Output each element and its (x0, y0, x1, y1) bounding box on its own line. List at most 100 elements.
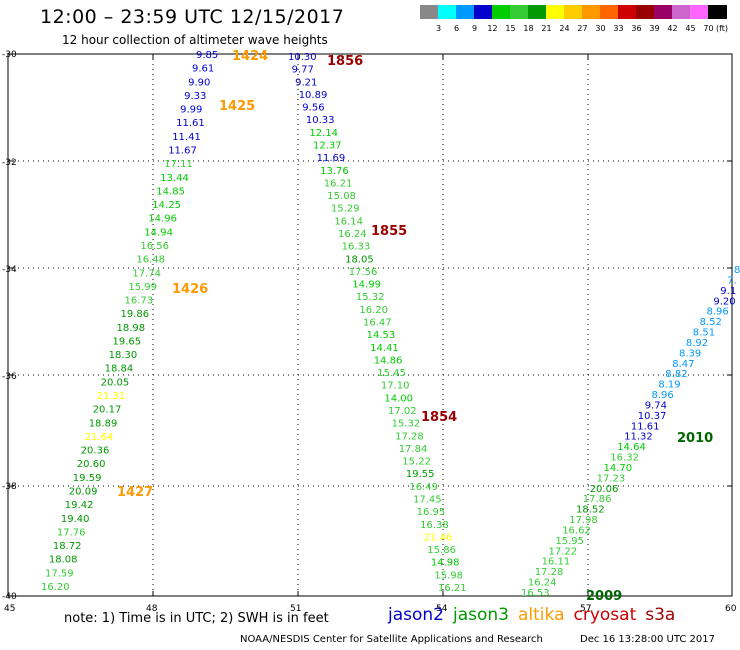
swh-value: 17.02 (388, 406, 417, 417)
swh-value: 20.36 (81, 446, 110, 457)
swh-value: 21.46 (424, 532, 453, 543)
swh-value: 19.86 (121, 309, 150, 320)
scale-swatch (510, 5, 529, 19)
swh-value: 21.31 (97, 391, 126, 402)
scale-label: 21 (541, 24, 552, 33)
swh-value: 16.33 (342, 242, 371, 253)
swh-value: 16.49 (409, 482, 438, 493)
satellite-jason3: jason3 (453, 605, 509, 625)
swh-value: 10.33 (306, 115, 335, 126)
swh-value: 16.48 (136, 255, 165, 266)
scale-swatch (708, 5, 727, 19)
swh-value: 17.10 (381, 381, 410, 392)
swh-value: 13.76 (320, 166, 349, 177)
scale-label: 24 (559, 24, 570, 33)
swh-value: 11.41 (172, 132, 201, 143)
swh-value: 15.08 (327, 191, 356, 202)
swh-value: 16.73 (125, 296, 154, 307)
swh-value: 19.55 (406, 469, 435, 480)
swh-value: 14.94 (144, 227, 173, 238)
scale-label: 3 (435, 24, 442, 33)
swh-value: 9.20 (713, 296, 735, 307)
swh-value: 18.08 (49, 555, 78, 566)
scale-label: 18 (523, 24, 534, 33)
swh-value: 18.30 (109, 350, 138, 361)
swh-value: 10.30 (288, 52, 317, 63)
time-label: 1855 (371, 224, 407, 239)
swh-value: 17.98 (569, 515, 598, 526)
satellite-cryosat: cryosat (573, 605, 637, 625)
swh-value: 15.86 (427, 545, 456, 556)
swh-value: 20.17 (93, 405, 122, 416)
footer-note: note: 1) Time is in UTC; 2) SWH is in fe… (64, 611, 329, 626)
generated-timestamp: Dec 16 13:28:00 UTC 2017 (580, 634, 715, 645)
swh-value: 21.64 (85, 432, 114, 443)
swh-value: 8.92 (686, 338, 708, 349)
swh-value: 14.25 (152, 200, 181, 211)
swh-value: 9.1 (720, 286, 736, 297)
swh-value: 14.86 (374, 355, 403, 366)
swh-value: 15.22 (402, 457, 431, 468)
swh-value: 17.74 (132, 268, 161, 279)
swh-value: 8.52 (700, 317, 722, 328)
swh-value: 14.41 (370, 343, 399, 354)
time-label: 1854 (421, 410, 457, 425)
time-label: 1424 (232, 49, 268, 64)
color-scale-unit: (ft) (716, 24, 729, 33)
swh-value: 15.99 (128, 282, 157, 293)
swh-value: 16.47 (363, 318, 392, 329)
swh-value: 8.19 (658, 380, 680, 391)
swh-value: 13.44 (160, 173, 189, 184)
swh-value: 7. (727, 275, 737, 286)
lon-label: 60 (725, 604, 737, 614)
swh-value: 16.24 (528, 578, 557, 589)
swh-value: 17.56 (349, 267, 378, 278)
swh-value: 14.96 (148, 214, 177, 225)
swh-value: 15.95 (555, 536, 584, 547)
scale-swatch (618, 5, 637, 19)
swh-value: 9.33 (184, 91, 206, 102)
scale-swatch (582, 5, 601, 19)
scale-swatch (546, 5, 565, 19)
scale-label: 9 (471, 24, 478, 33)
swh-value: 14.00 (384, 393, 413, 404)
time-label: 2010 (677, 431, 713, 446)
scale-swatch (438, 5, 457, 19)
swh-value: 9.77 (292, 65, 314, 76)
swh-value: 17.28 (395, 431, 424, 442)
swh-value: 8 (734, 265, 740, 276)
swh-value: 16.53 (521, 588, 550, 599)
scale-swatch (672, 5, 691, 19)
lat-label: -36 (2, 372, 17, 382)
scale-swatch (492, 5, 511, 19)
scale-label: 12 (487, 24, 498, 33)
swh-value: 16.14 (334, 216, 363, 227)
swh-value: 20.09 (69, 487, 98, 498)
scale-label: 42 (667, 24, 678, 33)
swh-value: 17.23 (597, 473, 626, 484)
swh-value: 17.45 (413, 495, 442, 506)
swh-value: 20.05 (101, 377, 130, 388)
swh-value: 16.21 (324, 178, 353, 189)
satellite-s3a: s3a (645, 605, 676, 625)
swh-value: 11.61 (176, 118, 205, 129)
swh-value: 18.84 (105, 364, 134, 375)
scale-label: 36 (631, 24, 642, 33)
satellite-jason2: jason2 (388, 605, 444, 625)
swh-value: 9.74 (645, 401, 667, 412)
swh-value: 8.47 (672, 359, 694, 370)
lon-label: 45 (4, 604, 15, 614)
swh-value: 16.21 (438, 583, 467, 594)
swh-value: 11.61 (631, 421, 660, 432)
swh-value: 18.98 (117, 323, 146, 334)
page-subtitle: 12 hour collection of altimeter wave hei… (62, 33, 328, 47)
swh-value: 16.32 (610, 453, 639, 464)
swh-value: 8.96 (707, 307, 729, 318)
swh-value: 17.76 (57, 527, 86, 538)
swh-value: 16.38 (420, 520, 449, 531)
page-title: 12:00 – 23:59 UTC 12/15/2017 (40, 6, 345, 28)
swh-value: 19.40 (61, 514, 90, 525)
swh-value: 15.45 (377, 368, 406, 379)
swh-value: 16.56 (140, 241, 169, 252)
